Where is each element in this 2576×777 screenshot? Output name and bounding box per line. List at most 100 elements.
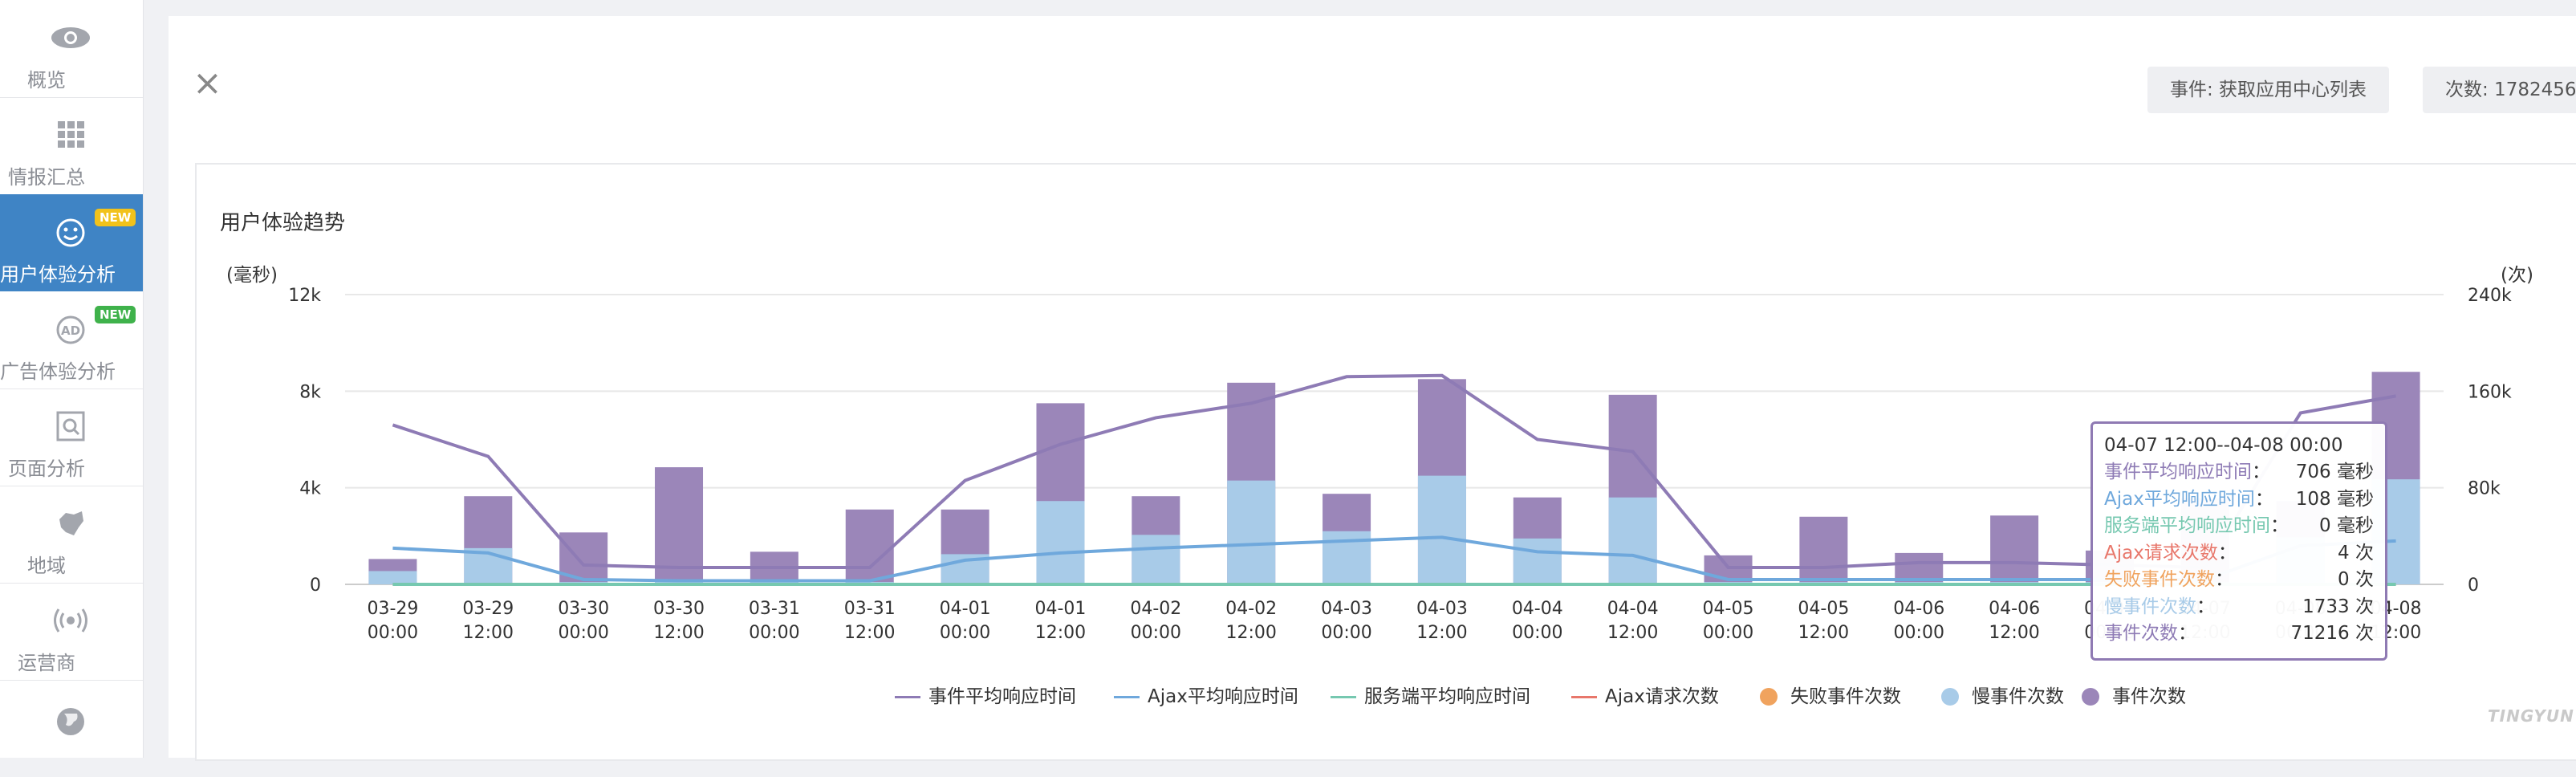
tooltip-row: Ajax平均响应时间：108 毫秒 [2104, 486, 2374, 514]
tooltip-title: 04-07 12:00--04-08 00:00 [2104, 432, 2374, 459]
left-tick-label: 4k [299, 479, 321, 499]
x-tick-date: 04-01 [1035, 599, 1087, 619]
x-tick-date: 03-31 [844, 599, 896, 619]
x-tick-date: 03-29 [462, 599, 514, 619]
x-tick-date: 03-31 [749, 599, 800, 619]
bar-events [846, 510, 894, 584]
tooltip-label: Ajax平均响应时间 [2104, 489, 2255, 510]
legend-dot-swatch [2082, 688, 2099, 706]
x-tick-date: 04-02 [1130, 599, 1181, 619]
legend-dot-swatch [1941, 688, 1959, 706]
sidebar-item-ad-experience[interactable]: AD NEW 广告体验分析 [0, 291, 143, 389]
tooltip-value: 1733 次 [2302, 594, 2374, 621]
x-tick-date: 03-29 [367, 599, 418, 619]
x-tick-date: 04-05 [1798, 599, 1849, 619]
x-tick-time: 12:00 [1226, 623, 1277, 643]
grid-icon [47, 115, 95, 155]
sidebar-item-label: 概览 [0, 64, 93, 92]
tooltip-row: 事件次数：71216 次 [2104, 620, 2374, 648]
x-tick-date: 04-05 [1703, 599, 1754, 619]
new-badge: NEW [95, 209, 136, 226]
x-tick-date: 04-06 [1989, 599, 2040, 619]
left-axis-label: (毫秒) [226, 265, 278, 286]
svg-text:AD: AD [61, 323, 80, 338]
x-tick-time: 00:00 [368, 623, 418, 643]
tooltip-value: 0 次 [2338, 567, 2374, 594]
sidebar-item-label: 用户体验分析 [0, 258, 93, 287]
sidebar-item-intelligence[interactable]: 情报汇总 [0, 97, 143, 195]
count-tag: 次数: 1782456 [2423, 67, 2576, 113]
bar-slow-events [1227, 481, 1275, 584]
left-tick-label: 12k [288, 286, 321, 306]
eye-icon [47, 18, 95, 58]
tooltip-row: 服务端平均响应时间：0 毫秒 [2104, 513, 2374, 540]
sidebar-item-user-experience[interactable]: NEW 用户体验分析 [0, 194, 143, 291]
tooltip-row: 失败事件次数：0 次 [2104, 567, 2374, 594]
tooltip-value: 71216 次 [2291, 620, 2374, 648]
smile-icon [47, 212, 95, 252]
x-tick-date: 04-03 [1321, 599, 1372, 619]
x-tick-time: 00:00 [1131, 623, 1181, 643]
signal-icon [47, 600, 95, 641]
x-tick-date: 04-02 [1225, 599, 1277, 619]
x-tick-time: 00:00 [749, 623, 799, 643]
left-tick-label: 0 [310, 576, 321, 596]
x-tick-date: 04-06 [1893, 599, 1944, 619]
map-icon [47, 503, 95, 543]
x-tick-time: 12:00 [653, 623, 704, 643]
x-tick-date: 03-30 [558, 599, 609, 619]
x-tick-time: 12:00 [1416, 623, 1467, 643]
page-search-icon [47, 406, 95, 446]
ad-icon: AD [47, 309, 95, 349]
legend-label: 事件次数 [2112, 681, 2186, 713]
tooltip-label: 服务端平均响应时间 [2104, 515, 2270, 536]
sidebar-item-globe[interactable] [0, 680, 143, 777]
legend-label: 慢事件次数 [1972, 681, 2064, 713]
sidebar-item-overview[interactable]: 概览 [0, 0, 143, 98]
right-tick-label: 160k [2468, 382, 2512, 402]
x-tick-time: 12:00 [844, 623, 895, 643]
tooltip-label: Ajax请求次数 [2104, 543, 2218, 563]
sidebar-item-label: 页面分析 [0, 453, 93, 481]
close-icon[interactable]: × [193, 66, 222, 101]
tooltip-row: 事件平均响应时间：706 毫秒 [2104, 459, 2374, 486]
sidebar: 概览 情报汇总 NEW 用户体验分析 AD NEW 广告体验分析 [0, 0, 144, 758]
bar-slow-events [1418, 476, 1466, 584]
right-tick-label: 80k [2468, 479, 2501, 499]
tooltip-value: 0 毫秒 [2319, 513, 2374, 540]
x-tick-date: 04-03 [1416, 599, 1468, 619]
sidebar-item-label: 地域 [0, 550, 93, 578]
bar-events [1799, 517, 1847, 584]
new-badge: NEW [95, 306, 136, 323]
tooltip-label: 事件次数 [2104, 623, 2178, 644]
right-tick-label: 0 [2468, 576, 2479, 596]
sidebar-item-carrier[interactable]: 运营商 [0, 583, 143, 681]
sidebar-item-page-analysis[interactable]: 页面分析 [0, 388, 143, 486]
watermark-logo: TINGYUN [2488, 706, 2574, 726]
bar-events [559, 532, 607, 584]
sidebar-item-label: 广告体验分析 [0, 356, 93, 384]
tooltip-row: 慢事件次数：1733 次 [2104, 594, 2374, 621]
x-tick-time: 12:00 [1035, 623, 1086, 643]
event-tag: 事件: 获取应用中心列表 [2147, 67, 2389, 113]
sidebar-item-label: 情报汇总 [0, 161, 93, 189]
x-tick-time: 00:00 [558, 623, 608, 643]
bar-slow-events [1036, 501, 1084, 584]
x-tick-date: 04-04 [1607, 599, 1659, 619]
x-tick-date: 03-30 [653, 599, 705, 619]
x-tick-time: 00:00 [1703, 623, 1753, 643]
tooltip-value: 4 次 [2338, 540, 2374, 567]
right-tick-label: 240k [2468, 286, 2512, 306]
x-tick-date: 04-01 [940, 599, 991, 619]
x-tick-time: 12:00 [463, 623, 514, 643]
tooltip-value: 108 毫秒 [2296, 486, 2374, 514]
sidebar-item-region[interactable]: 地域 [0, 486, 143, 584]
x-tick-time: 12:00 [1989, 623, 2039, 643]
tooltip-label: 慢事件次数 [2104, 596, 2196, 617]
x-tick-time: 12:00 [1798, 623, 1849, 643]
right-axis-label: (次) [2501, 265, 2533, 286]
x-tick-time: 00:00 [1894, 623, 1944, 643]
bar-slow-events [1514, 539, 1562, 584]
